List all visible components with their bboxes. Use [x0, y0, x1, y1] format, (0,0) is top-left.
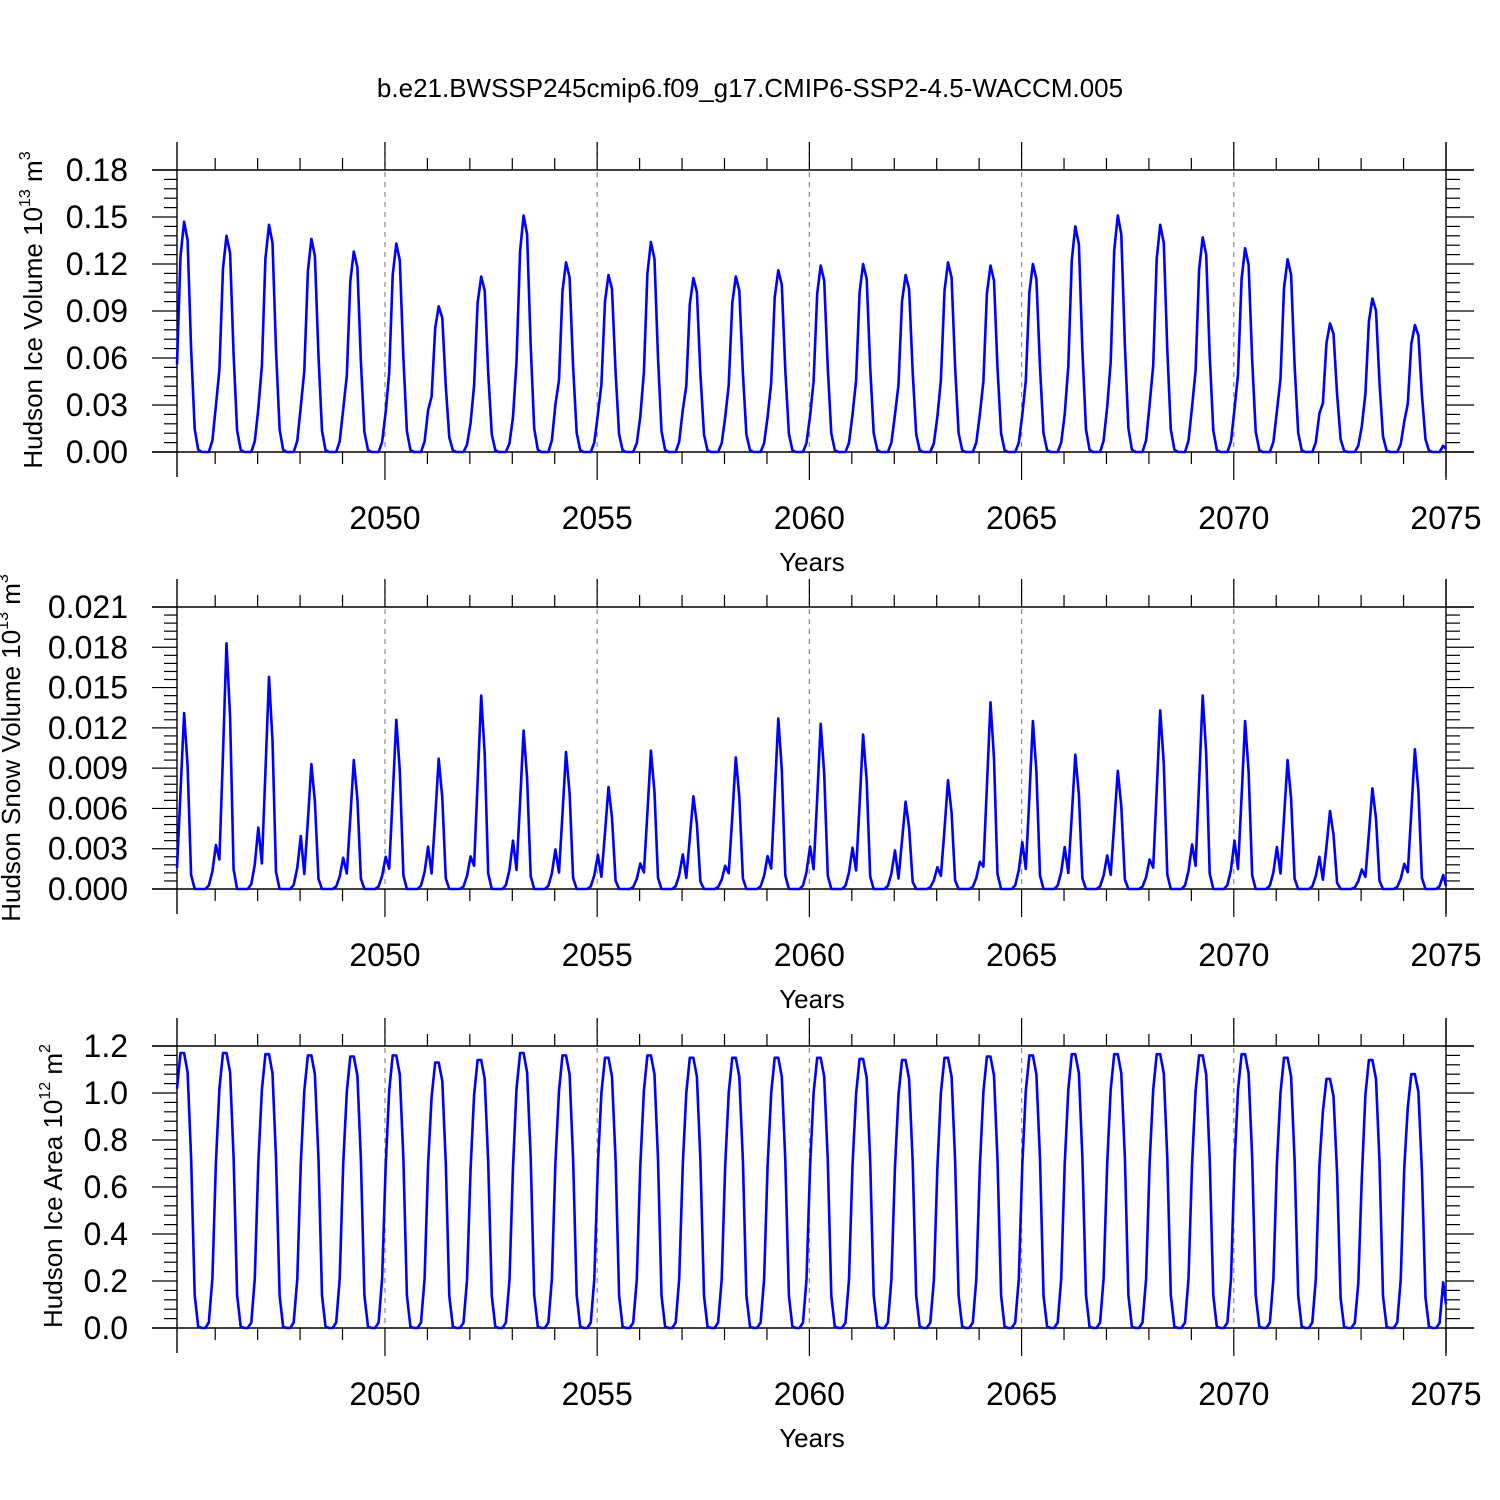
x-tick-label: 2070	[1198, 1376, 1269, 1412]
y-tick-label: 0.021	[48, 589, 128, 625]
x-tick-label: 2075	[1410, 937, 1481, 973]
x-tick-label: 2075	[1410, 500, 1481, 536]
y-tick-label: 0.4	[84, 1216, 128, 1252]
x-tick-label: 2075	[1410, 1376, 1481, 1412]
y-tick-label: 0.8	[84, 1122, 128, 1158]
x-tick-label: 2050	[349, 500, 420, 536]
y-tick-label: 0.09	[66, 293, 128, 329]
y-tick-label: 0.15	[66, 199, 128, 235]
series-line-ice-volume	[175, 214, 1447, 454]
x-tick-label: 2065	[986, 1376, 1057, 1412]
y-axis-label: Hudson Snow Volume 1013 m3	[0, 574, 26, 922]
panel-snow-volume: 2050 2055 2060 2065 2070 2075 0.000 0.003 0.006 0…	[0, 574, 1482, 1014]
x-tick-label: 2065	[986, 500, 1057, 536]
y-tick-label: 0.00	[66, 434, 128, 470]
x-axis-label: Years	[779, 1423, 845, 1453]
x-tick-label: 2050	[349, 1376, 420, 1412]
x-tick-label: 2055	[562, 500, 633, 536]
x-tick-label: 2055	[562, 1376, 633, 1412]
y-axis-label: Hudson Ice Volume 1013 m3	[17, 151, 48, 468]
x-tick-label: 2055	[562, 937, 633, 973]
y-tick-label: 0.012	[48, 710, 128, 746]
y-tick-label: 0.009	[48, 750, 128, 786]
x-tick-label: 2050	[349, 937, 420, 973]
y-tick-label: 0.0	[84, 1310, 128, 1346]
x-tick-label: 2070	[1198, 937, 1269, 973]
y-tick-label: 0.6	[84, 1169, 128, 1205]
chart-title: b.e21.BWSSP245cmip6.f09_g17.CMIP6-SSP2-4…	[377, 73, 1123, 103]
panels: 2050 2055 2060 2065 2070 2075 0.00 0.03 0.06 0.09…	[0, 142, 1482, 1453]
y-tick-label: 0.003	[48, 831, 128, 867]
x-axis-label: Years	[779, 984, 845, 1014]
series-line-snow-volume	[175, 641, 1448, 891]
y-tick-label: 0.006	[48, 790, 128, 826]
y-axis-label: Hudson Ice Area 1012 m2	[37, 1044, 68, 1328]
y-tick-label: 0.015	[48, 670, 128, 706]
x-axis-label: Years	[779, 547, 845, 577]
y-tick-label: 0.12	[66, 246, 128, 282]
x-tick-label: 2060	[774, 937, 845, 973]
panel-ice-volume: 2050 2055 2060 2065 2070 2075 0.00 0.03 0.06 0.09…	[17, 142, 1482, 577]
y-tick-label: 0.018	[48, 629, 128, 665]
series-line-ice-area	[175, 1051, 1448, 1330]
x-tick-label: 2060	[774, 1376, 845, 1412]
x-tick-label: 2070	[1198, 500, 1269, 536]
y-tick-label: 1.0	[84, 1075, 128, 1111]
y-tick-label: 0.06	[66, 340, 128, 376]
y-tick-label: 1.2	[84, 1028, 128, 1064]
y-tick-label: 0.000	[48, 871, 128, 907]
x-tick-label: 2065	[986, 937, 1057, 973]
y-tick-label: 0.03	[66, 387, 128, 423]
y-tick-label: 0.2	[84, 1263, 128, 1299]
panel-ice-area: 2050 2055 2060 2065 2070 2075 0.0 0.2 0.4 0.6 0.8 1…	[37, 1018, 1482, 1453]
x-tick-label: 2060	[774, 500, 845, 536]
y-tick-label: 0.18	[66, 152, 128, 188]
